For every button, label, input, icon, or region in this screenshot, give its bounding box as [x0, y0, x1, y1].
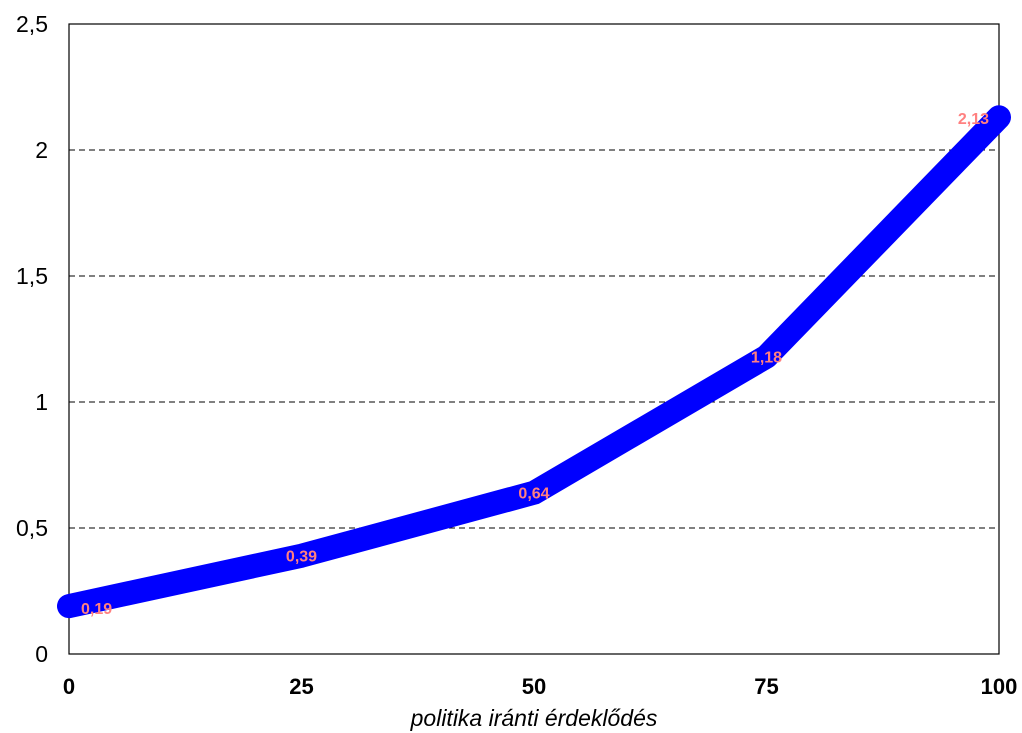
data-label: 0,64 [518, 486, 549, 503]
x-axis-ticks: 0 25 50 75 100 [63, 674, 1017, 699]
y-tick-label: 0 [35, 641, 48, 667]
data-point [300, 554, 303, 557]
data-point [533, 491, 535, 494]
x-axis-title: politika iránti érdeklődés [410, 705, 658, 731]
y-tick-label: 1 [35, 389, 48, 415]
series-line-0 [57, 105, 1011, 619]
plot-area-frame [68, 23, 1000, 655]
x-tick-label: 25 [289, 674, 313, 699]
y-tick-label: 2,5 [16, 11, 48, 37]
data-label: 2,13 [958, 111, 989, 128]
data-label: 0,39 [286, 549, 317, 566]
x-tick-label: 50 [522, 674, 546, 699]
data-point [765, 355, 768, 358]
x-tick-label: 0 [63, 674, 75, 699]
series-line-group [57, 105, 1011, 619]
y-axis-ticks: 0 0,5 1 1,5 2 2,5 [16, 11, 48, 667]
data-point [68, 605, 70, 608]
y-tick-label: 0,5 [16, 515, 48, 541]
y-tick-label: 1,5 [16, 263, 48, 289]
x-tick-label: 100 [981, 674, 1018, 699]
data-label: 0,19 [81, 601, 112, 618]
y-tick-label: 2 [35, 137, 48, 163]
x-tick-label: 75 [754, 674, 778, 699]
gridlines [69, 149, 999, 529]
data-labels: 0,19 0,39 0,64 1,18 2,13 [81, 111, 989, 618]
data-point [998, 116, 1000, 119]
data-label: 1,18 [751, 350, 782, 367]
